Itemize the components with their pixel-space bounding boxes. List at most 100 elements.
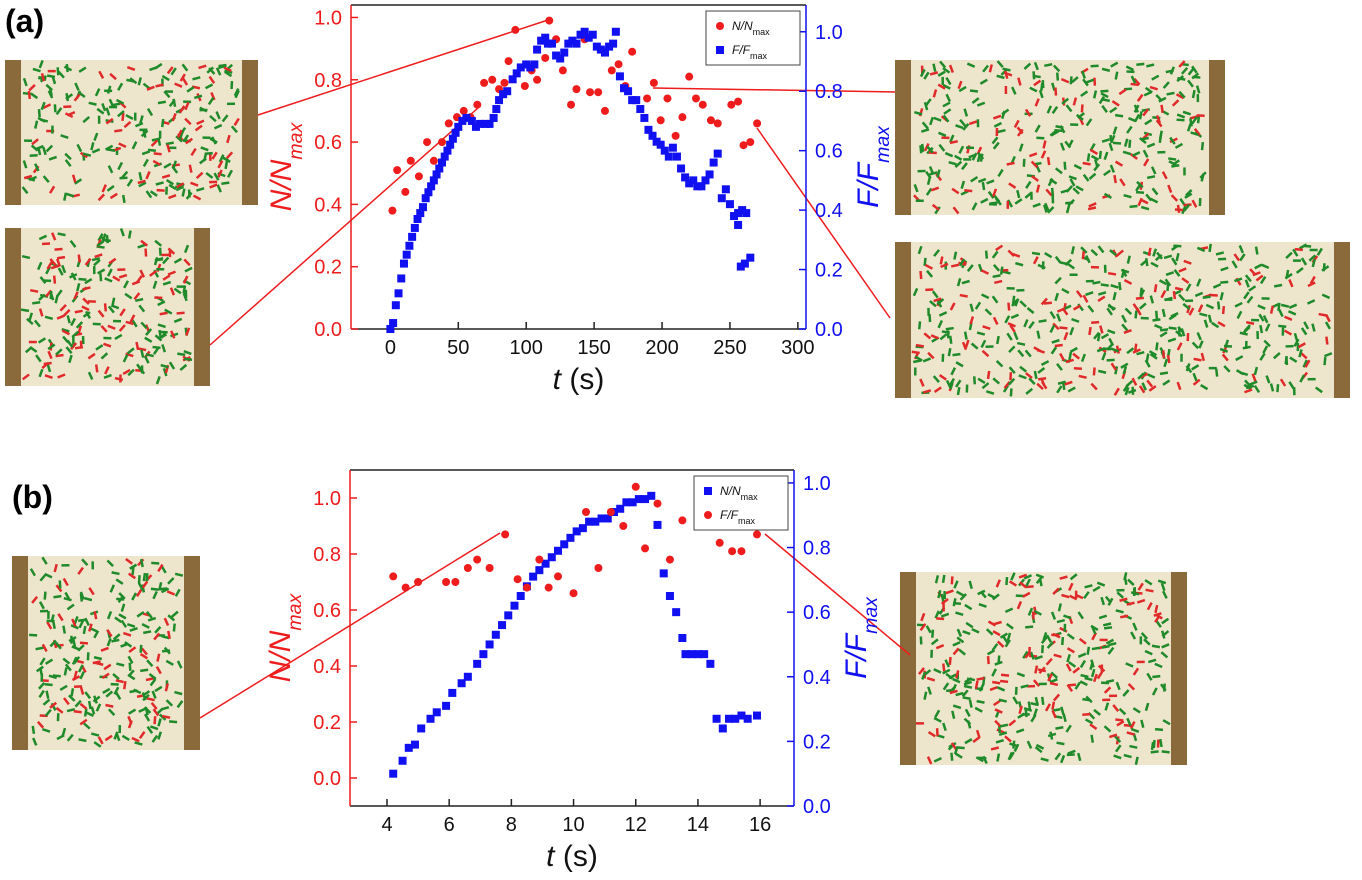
photo-rod [1007,751,1014,761]
photo-rod [1191,116,1198,125]
photo-rod [107,148,116,152]
photo-rod [71,174,77,183]
photo-rod [1166,282,1170,292]
photo-rod [32,737,38,746]
photo-rod [1059,352,1066,362]
photo-rod [1140,198,1149,205]
photo-rod [1007,249,1015,257]
photo-rod [1052,322,1060,331]
data-point [746,253,755,262]
photo-rod [118,592,126,600]
photo-rod [31,595,39,604]
photo-rod [980,269,990,275]
photo-rod [1273,352,1281,360]
photo-rod [1096,671,1104,680]
photo-rod [933,716,942,723]
photo-rod [1065,185,1074,193]
photo-rod [74,699,82,708]
photo-rod [215,111,221,120]
photo-rod [998,731,1008,736]
photo-rod [48,674,57,680]
photo-rod [1008,182,1017,189]
photo-rod [1016,341,1026,346]
photo-rod [70,688,75,697]
photo-rod [85,711,95,717]
photo-rod [97,193,106,202]
photo-rod [152,159,161,166]
photo-rod [1072,666,1081,674]
photo-rod [1284,315,1293,321]
photo-rod [129,627,138,632]
photo-rod [1025,372,1033,380]
photo-rod [42,175,50,183]
photo-rod [929,300,937,308]
photo-rod [1123,193,1132,199]
photo-rod [1082,294,1089,303]
photo-rod [1002,270,1011,275]
photo-rod [1197,304,1204,313]
photo-rod [1191,72,1200,80]
photo-rod [992,680,1001,685]
photo-rod [1214,368,1219,377]
photo-rod [952,641,961,647]
photo-rod [1024,708,1028,718]
photo-rod [79,641,89,645]
photo-rod [1101,644,1110,649]
photo-rod [55,584,63,593]
photo-rod [964,339,970,349]
photo-rod [1159,130,1163,139]
photo-rod [1110,347,1119,353]
photo-rod [161,74,170,82]
data-point [462,113,471,122]
photo-rod [926,269,934,278]
legend-main: F/F [720,508,739,522]
photo-rod [1168,326,1177,330]
photo-rod [981,293,990,300]
photo-wall [12,556,28,750]
photo-rod [129,563,138,570]
data-point [508,75,517,84]
data-point [592,42,601,51]
data-point [440,152,449,161]
photo-rod [1019,300,1027,308]
photo-rod [38,308,44,317]
photo-rod [30,92,39,100]
photo-rod [1006,161,1015,166]
photo-rod [1162,379,1171,386]
photo-rod [1126,255,1131,264]
data-point [547,553,556,562]
data-point [739,141,748,150]
photo-rod [976,153,982,163]
photo-rod [1097,245,1105,254]
photo-rod [936,298,945,306]
legend-label: N/Nmax [732,19,770,37]
photo-rod [1108,642,1117,647]
photo-rod [127,655,134,665]
photo-rod [68,636,77,643]
photo-rod [926,145,934,154]
photo-rod [950,576,954,585]
data-point [429,156,438,165]
photo-rod [1254,263,1263,270]
photo-rod [71,645,80,651]
photo-rod [51,232,57,241]
photo-rod [64,159,72,167]
photo-rod [940,593,945,603]
photo-rod [923,691,928,700]
photo-rod [1050,611,1057,620]
legend-box [705,10,801,66]
y-tick-label: 0.2 [314,257,342,279]
x-tick-label: 10 [562,814,584,836]
photo-rod [109,192,118,200]
photo-rod [923,257,927,266]
photo-rod [933,297,942,303]
photo-rod [1216,301,1221,310]
photo-rod [1323,357,1327,366]
photo-rod [1191,65,1198,74]
photo-rod [1191,341,1200,350]
photo-rod [104,144,114,151]
photo-rod [1129,721,1136,730]
photo-rod [961,279,970,285]
photo-rod [23,174,33,180]
photo-rod [138,366,146,375]
